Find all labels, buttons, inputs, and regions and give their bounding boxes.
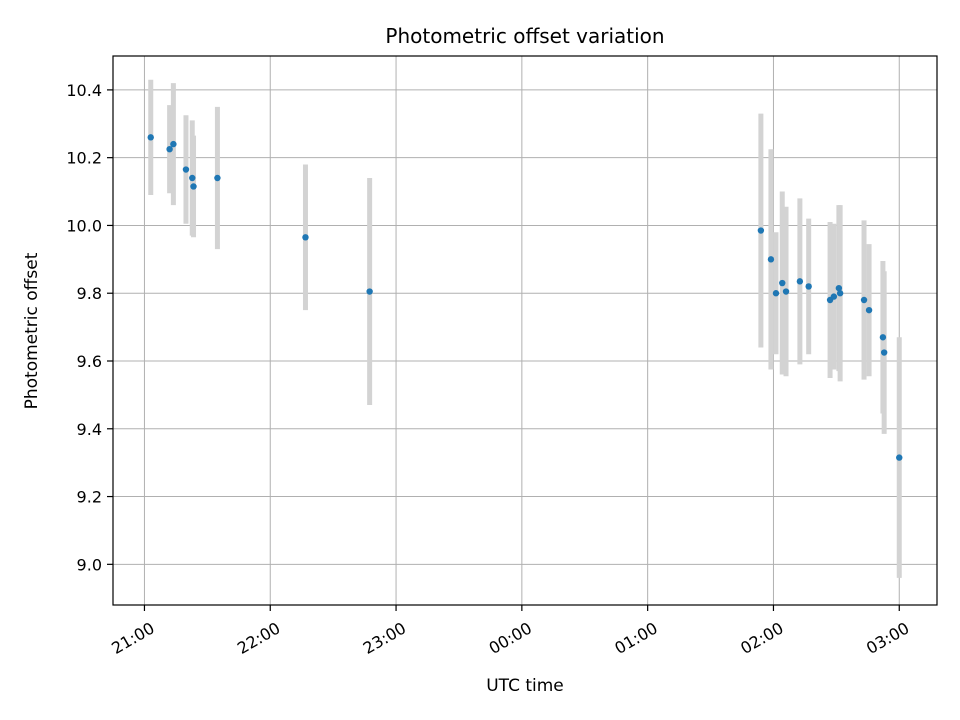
data-point bbox=[805, 283, 812, 290]
data-point bbox=[879, 334, 887, 341]
grid-lines bbox=[113, 56, 937, 605]
data-point bbox=[767, 256, 775, 263]
data-point bbox=[170, 140, 177, 148]
x-tick-label: 01:00 bbox=[611, 618, 660, 658]
data-point bbox=[836, 290, 844, 297]
data-point bbox=[182, 166, 190, 173]
data-point bbox=[166, 145, 173, 153]
data-point bbox=[757, 227, 765, 234]
data-point bbox=[302, 234, 309, 241]
data-point bbox=[214, 174, 221, 182]
y-axis-ticks: 9.0 9.2 9.4 9.6 9.8 10.0 10.2 10.4 bbox=[66, 81, 113, 574]
x-tick-label: 02:00 bbox=[737, 618, 786, 658]
data-point bbox=[190, 183, 197, 190]
data-point bbox=[860, 296, 868, 304]
x-tick-label: 00:00 bbox=[486, 618, 535, 658]
data-point bbox=[147, 134, 154, 141]
data-point bbox=[779, 279, 786, 287]
y-tick-label: 10.4 bbox=[66, 81, 102, 100]
y-tick-label: 9.8 bbox=[77, 284, 102, 303]
data-point bbox=[880, 349, 888, 356]
y-tick-label: 9.2 bbox=[77, 488, 102, 507]
y-axis-label: Photometric offset bbox=[22, 252, 42, 409]
y-tick-label: 9.0 bbox=[77, 555, 102, 574]
error-bars bbox=[148, 79, 902, 578]
data-point bbox=[796, 278, 804, 285]
x-tick-label: 03:00 bbox=[863, 618, 912, 658]
data-point bbox=[189, 174, 196, 182]
y-tick-label: 10.0 bbox=[66, 216, 102, 235]
data-point bbox=[865, 306, 873, 314]
x-axis-ticks: 21:00 22:00 23:00 00:00 01:00 02:00 03:00 bbox=[108, 605, 912, 658]
data-point bbox=[896, 454, 903, 461]
x-tick-label: 21:00 bbox=[108, 618, 157, 658]
chart-title: Photometric offset variation bbox=[385, 24, 664, 48]
y-tick-label: 10.2 bbox=[66, 149, 102, 168]
data-point bbox=[835, 284, 843, 292]
data-points bbox=[147, 134, 903, 461]
data-point bbox=[830, 293, 838, 300]
plot-frame bbox=[112, 55, 938, 606]
y-tick-label: 9.6 bbox=[77, 352, 102, 371]
data-point bbox=[782, 288, 790, 295]
x-axis-label: UTC time bbox=[486, 676, 564, 696]
x-tick-label: 23:00 bbox=[360, 618, 409, 658]
y-tick-label: 9.4 bbox=[77, 420, 102, 439]
data-point bbox=[772, 290, 780, 297]
x-tick-label: 22:00 bbox=[234, 618, 283, 658]
data-point bbox=[366, 288, 373, 295]
